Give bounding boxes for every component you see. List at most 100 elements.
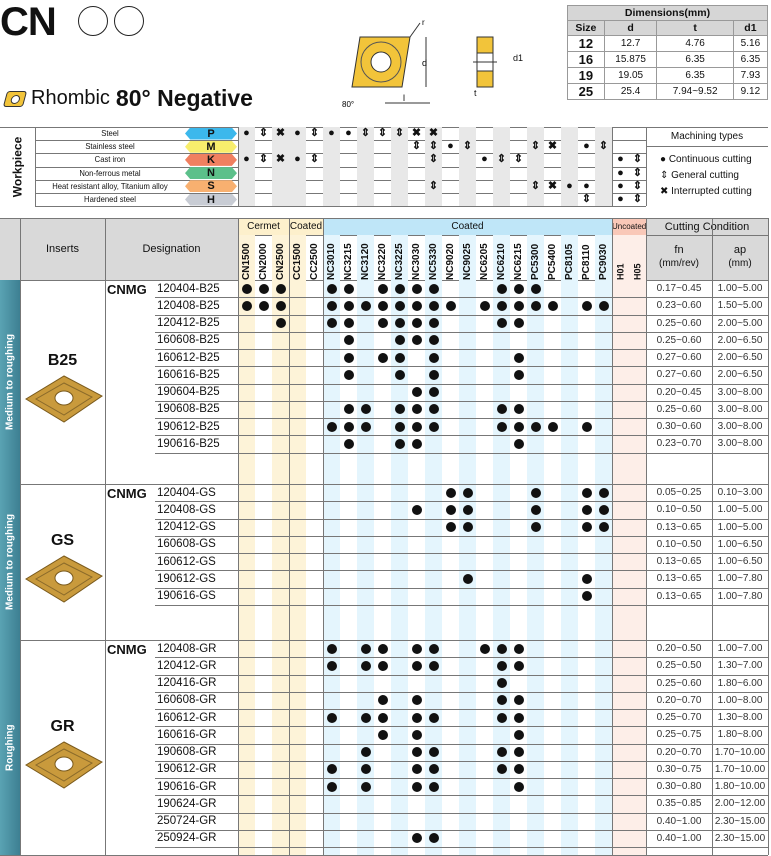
workpiece-material-name: Stainless steel	[85, 141, 135, 152]
fn-value: 0.20~0.45	[656, 386, 702, 398]
row-divider	[155, 535, 768, 537]
column-stripe	[595, 179, 612, 193]
recommended-grade-dot-NC3220	[377, 660, 388, 671]
recommended-grade-dot-NC3010	[326, 283, 337, 294]
recommended-grade-dot-NC3220	[377, 712, 388, 723]
ap-value: 1.30~7.00	[717, 660, 763, 672]
column-stripe	[357, 140, 374, 154]
recommended-grade-dot-NC9020	[445, 487, 456, 498]
row-divider	[155, 795, 768, 797]
designation-code: 190612-GS	[157, 572, 216, 585]
column-stripe	[459, 166, 476, 180]
inserts-header: Inserts	[45, 243, 79, 255]
recommended-grade-dot-PC8110	[581, 504, 592, 515]
page-title: CN	[0, 0, 57, 44]
grade-label-NC6210: NC6210	[496, 243, 507, 280]
machining-type-mark-H01: ●	[617, 179, 624, 192]
machining-type-mark-PC8110: ●	[583, 140, 590, 153]
dimensions-row: 12 12.7 4.76 5.16	[567, 35, 769, 52]
row-divider	[155, 366, 768, 368]
recommended-grade-dot-NC3220	[377, 643, 388, 654]
column-divider	[323, 218, 324, 855]
recommended-grade-dot-CN2500	[275, 318, 286, 328]
fn-value: 0.25~0.75	[656, 729, 702, 741]
column-stripe	[561, 235, 578, 855]
recommended-grade-dot-NC3030	[411, 764, 422, 775]
fn-value: 0.25~0.70	[656, 712, 702, 723]
designation-prefix: CNMG	[107, 282, 147, 297]
recommended-grade-dot-NC6210	[496, 695, 507, 706]
recommended-grade-dot-NC3010	[326, 660, 337, 671]
grade-label-PC9030: PC9030	[598, 243, 609, 280]
label-r: r	[422, 18, 425, 27]
application-label: Medium to roughing	[0, 280, 20, 484]
recommended-grade-dot-NC3030	[411, 387, 422, 397]
workpiece-top-border	[0, 127, 768, 128]
designation-code: 160612-GS	[157, 555, 216, 568]
recommended-grade-dot-PC5400	[547, 421, 558, 432]
ap-value: 3.00~8.00	[717, 386, 763, 398]
row-divider	[155, 691, 768, 693]
column-stripe	[595, 166, 612, 180]
grade-label-NC6215: NC6215	[513, 243, 524, 280]
row-divider	[35, 193, 646, 194]
fn-value: 0.35~0.85	[656, 798, 702, 810]
chipbreaker-label: B25	[47, 352, 78, 369]
workpiece-material-name: Steel	[101, 128, 119, 138]
designation-code: 120412-GR	[157, 659, 217, 672]
machining-type-mark-NC5330: ✖	[428, 127, 439, 139]
column-stripe	[425, 140, 442, 154]
recommended-grade-dot-NC3030	[411, 712, 422, 723]
row-divider	[35, 153, 646, 155]
ap-value: 1.00~6.50	[717, 538, 763, 550]
machining-type-mark-CN2500: ✖	[275, 153, 286, 166]
divider	[0, 218, 768, 219]
recommended-grade-dot-PC8110	[581, 300, 592, 311]
recommended-grade-dot-NC3120	[360, 747, 371, 757]
machining-type-mark-NC3220: ⇕	[377, 127, 388, 139]
column-stripe	[357, 127, 374, 141]
recommended-grade-dot-NC9020	[445, 504, 456, 515]
column-stripe	[527, 166, 544, 180]
header-background	[646, 218, 768, 280]
machining-type-mark-CC1500: ●	[294, 127, 301, 139]
grade-label-H05: H05	[632, 263, 643, 280]
ap-value: 1.80~10.00	[714, 781, 766, 792]
recommended-grade-dot-NC3220	[377, 352, 388, 363]
recommended-grade-dot-CN1500	[241, 300, 252, 311]
recommended-grade-dot-NC3215	[343, 369, 354, 380]
workpiece-material-name: Hardened steel	[84, 194, 136, 204]
label-t: t	[474, 88, 477, 98]
grade-group-header: Uncoated	[612, 218, 646, 235]
column-stripe	[493, 166, 510, 180]
column-stripe	[425, 127, 442, 141]
column-stripe	[561, 140, 578, 154]
designation-code: 250924-GR	[157, 832, 217, 845]
recommended-grade-dot-NC3120	[360, 660, 371, 671]
grade-label-CC2500: CC2500	[309, 243, 320, 280]
designation-code: 190604-B25	[157, 386, 220, 398]
grade-label-NC5330: NC5330	[428, 243, 439, 280]
recommended-grade-dot-NC5330	[428, 781, 439, 792]
dimensions-table: Dimensions(mm) Size d t d1 12 12.7 4.76 5.16 16…	[567, 5, 769, 100]
grade-label-PC8110: PC8110	[581, 244, 592, 280]
designation-code: 190612-GR	[157, 763, 217, 776]
fn-value: 0.13~0.65	[656, 590, 702, 602]
column-stripe	[323, 193, 340, 207]
recommended-grade-dot-NC5330	[428, 712, 439, 723]
recommended-grade-dot-NC3010	[326, 643, 337, 654]
grade-label-CC1500: CC1500	[292, 243, 303, 280]
column-stripe	[238, 166, 255, 180]
recommended-grade-dot-NC3030	[411, 504, 422, 515]
section-divider	[0, 640, 768, 641]
machining-type-mark-NC3215: ●	[345, 127, 352, 139]
recommended-grade-dot-NC6205	[479, 300, 490, 311]
machining-type-mark-PC5400: ✖	[547, 140, 558, 153]
recommended-grade-dot-CN1500	[241, 283, 252, 294]
fn-value: 0.27~0.60	[656, 352, 702, 363]
dimensions-cell: 9.12	[732, 83, 769, 100]
dimensions-cell: 16	[567, 51, 605, 68]
machining-type-mark-NC5330: ⇕	[428, 140, 439, 153]
column-stripe	[289, 127, 306, 141]
ap-value: 1.00~5.00	[717, 521, 763, 533]
